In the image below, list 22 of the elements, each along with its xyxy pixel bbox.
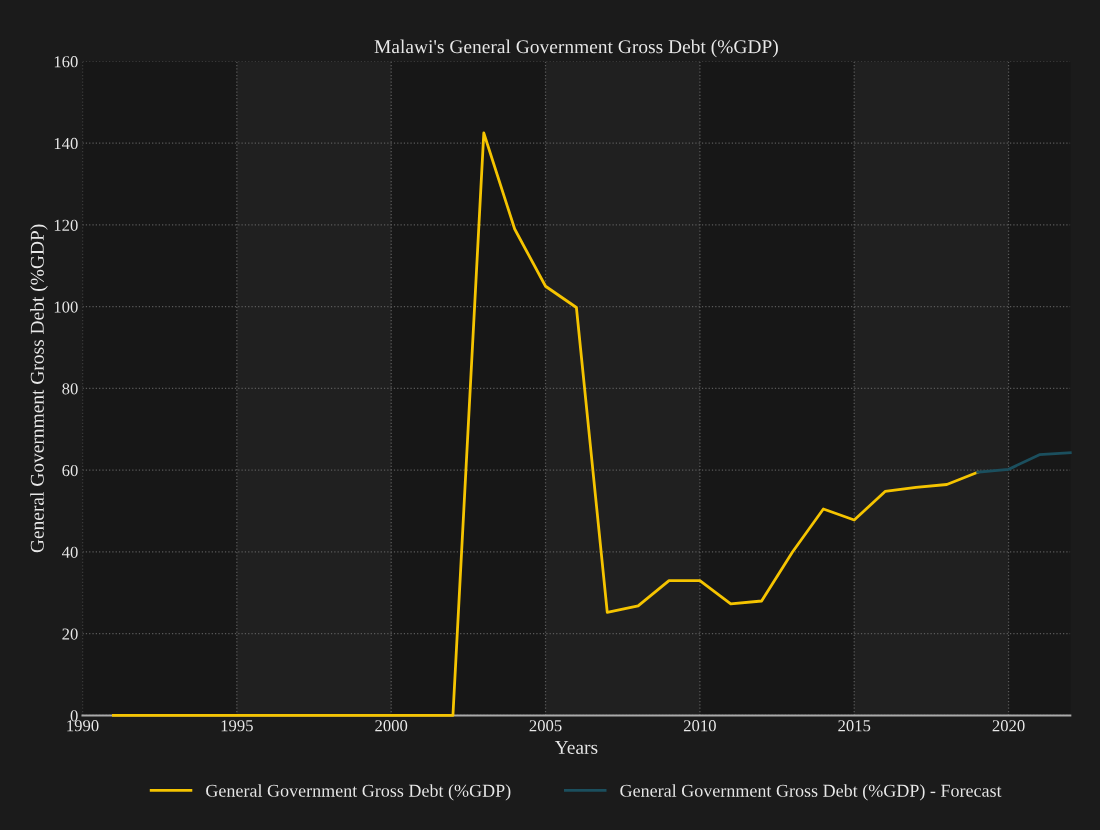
x-tick-label: 2010: [683, 720, 716, 732]
chart-title: Malawi's General Government Gross Debt (%GDP): [374, 39, 778, 58]
x-tick-label: 2005: [529, 720, 562, 732]
line-series: [976, 451, 1072, 474]
x-axis-title: Years: [554, 741, 598, 754]
x-tick-label: 2000: [375, 720, 408, 732]
y-tick-label: 80: [62, 383, 78, 395]
x-tick-label: 2020: [992, 720, 1025, 732]
y-tick-label: 40: [61, 546, 78, 558]
x-tick-label: 1990: [67, 720, 99, 732]
legend-label: General Government Gross Debt (%GDP) - Forecast: [620, 784, 1002, 801]
y-tick-label: 0: [70, 710, 78, 722]
y-axis-title: General Government Gross Debt (%GDP): [30, 224, 48, 553]
x-tick-label: 1995: [221, 720, 253, 732]
y-tick-label: 140: [54, 137, 78, 150]
x-tick-label: 2015: [838, 720, 871, 732]
y-tick-label: 120: [54, 219, 78, 231]
y-tick-label: 100: [54, 301, 78, 313]
y-tick-label: 20: [62, 628, 78, 640]
y-tick-label: 60: [62, 464, 78, 477]
y-tick-label: 160: [54, 56, 78, 68]
legend-label: General Government Gross Debt (%GDP): [206, 784, 511, 801]
